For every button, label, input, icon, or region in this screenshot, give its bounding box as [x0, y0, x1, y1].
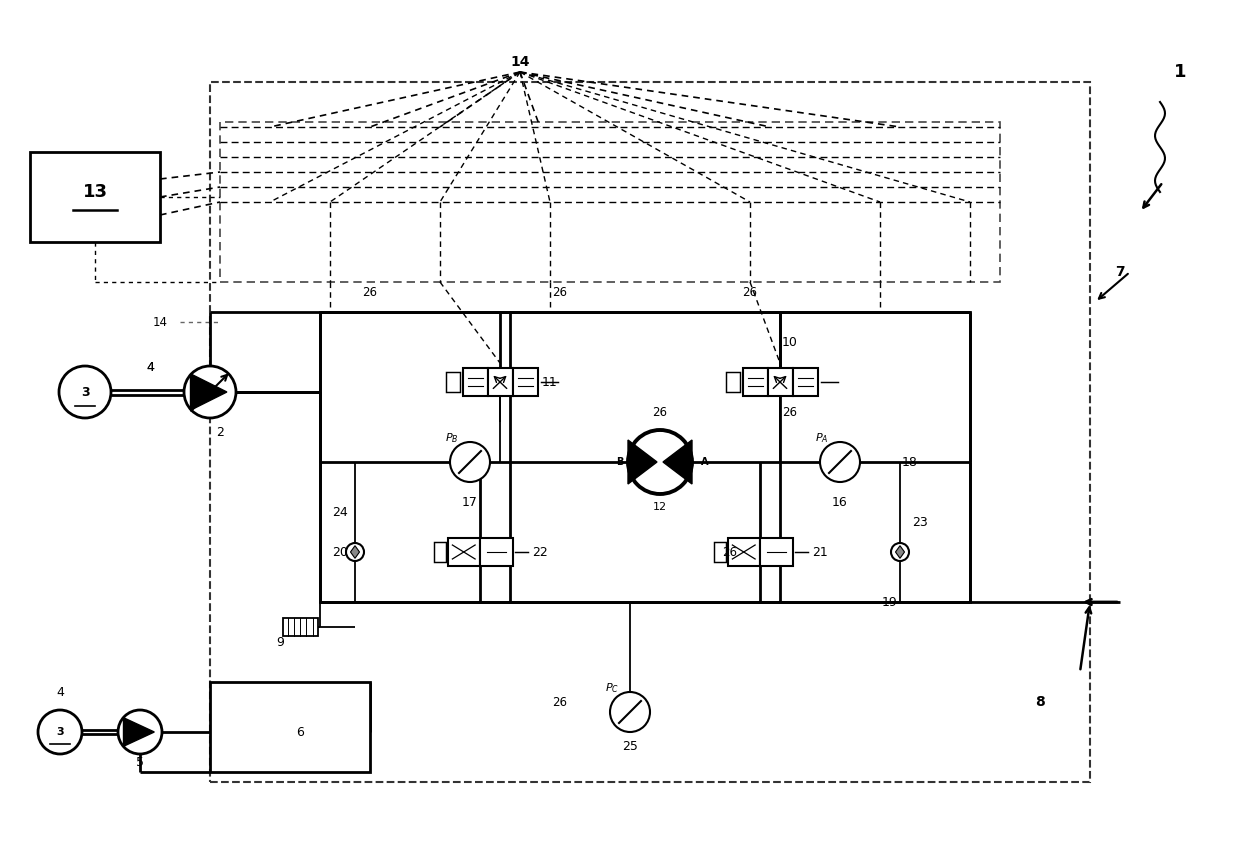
Text: 26: 26 — [782, 406, 797, 418]
Bar — [434, 542, 445, 562]
Text: 1: 1 — [1174, 63, 1187, 81]
Circle shape — [118, 710, 162, 754]
Text: 16: 16 — [832, 495, 848, 509]
Text: B: B — [616, 457, 624, 467]
Text: $P_B$: $P_B$ — [445, 431, 459, 445]
Bar — [768, 368, 792, 396]
Text: 3: 3 — [81, 386, 89, 398]
Text: 14: 14 — [153, 316, 167, 328]
Text: 4: 4 — [146, 360, 154, 374]
Text: $P_C$: $P_C$ — [605, 681, 619, 695]
Bar — [792, 368, 817, 396]
Polygon shape — [124, 717, 154, 746]
Bar — [725, 372, 739, 392]
Circle shape — [450, 442, 490, 482]
Circle shape — [38, 710, 82, 754]
Text: 25: 25 — [622, 740, 637, 754]
Polygon shape — [627, 440, 657, 484]
Bar — [283, 618, 317, 636]
Text: 3: 3 — [56, 727, 63, 737]
Text: 2: 2 — [216, 425, 224, 439]
Text: $P_A$: $P_A$ — [815, 431, 828, 445]
Circle shape — [346, 543, 365, 561]
Circle shape — [610, 692, 650, 732]
Circle shape — [627, 430, 692, 494]
Text: 10: 10 — [782, 335, 797, 349]
Bar — [320, 312, 970, 602]
Text: 12: 12 — [653, 502, 667, 512]
Text: 13: 13 — [83, 183, 108, 201]
Text: 26: 26 — [743, 285, 758, 299]
Bar — [713, 542, 725, 562]
Text: 22: 22 — [532, 546, 548, 558]
Text: 9: 9 — [277, 636, 284, 648]
Text: 26: 26 — [553, 285, 568, 299]
Bar — [210, 82, 1090, 782]
Text: 8: 8 — [1035, 695, 1045, 709]
Text: 26: 26 — [362, 285, 377, 299]
Circle shape — [820, 442, 861, 482]
Bar — [448, 538, 480, 566]
Text: 19: 19 — [882, 595, 898, 609]
Bar — [512, 368, 537, 396]
Text: A: A — [702, 457, 709, 467]
Bar — [487, 368, 512, 396]
Bar — [210, 682, 370, 772]
Text: 23: 23 — [913, 515, 928, 529]
Bar — [743, 368, 768, 396]
Polygon shape — [895, 546, 904, 558]
Text: 7: 7 — [1115, 265, 1125, 279]
Text: 21: 21 — [812, 546, 828, 558]
Bar — [760, 538, 792, 566]
Polygon shape — [191, 374, 227, 410]
Text: 17: 17 — [463, 495, 477, 509]
Bar — [30, 152, 160, 242]
Circle shape — [892, 543, 909, 561]
Text: 14: 14 — [510, 55, 529, 69]
Text: 24: 24 — [332, 505, 348, 519]
Text: 26: 26 — [553, 695, 568, 708]
Text: 4: 4 — [146, 360, 154, 374]
Text: 26: 26 — [652, 406, 667, 418]
Text: 20: 20 — [332, 546, 348, 558]
Text: 11: 11 — [542, 376, 558, 388]
Polygon shape — [351, 546, 360, 558]
Text: 18: 18 — [901, 456, 918, 468]
Circle shape — [60, 366, 112, 418]
Text: 26: 26 — [723, 546, 738, 558]
Bar — [219, 122, 999, 282]
Bar — [728, 538, 760, 566]
Text: 5: 5 — [136, 755, 144, 769]
Bar — [480, 538, 512, 566]
Polygon shape — [663, 440, 692, 484]
Text: 6: 6 — [296, 726, 304, 738]
Bar — [445, 372, 460, 392]
Circle shape — [184, 366, 236, 418]
Text: 4: 4 — [56, 685, 64, 699]
Bar — [463, 368, 487, 396]
